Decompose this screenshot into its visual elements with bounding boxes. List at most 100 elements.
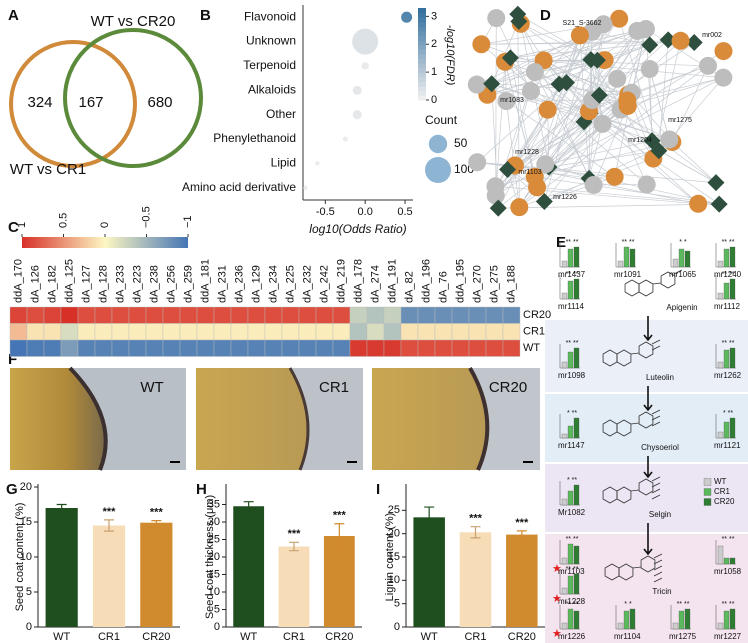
bar [413,517,445,627]
heatmap-cell [77,339,96,357]
significance: * ** [567,477,577,484]
mini-bar [617,622,624,630]
heatmap-cell [434,323,453,341]
network-node [487,9,506,28]
mini-bar [717,622,724,630]
bubble [361,62,369,70]
molecule [602,476,661,504]
y-tick-label: 20 [20,481,32,493]
legend-label: CR1 [714,487,731,496]
ring [660,271,676,289]
heatmap-cell [281,323,300,341]
network-node [641,36,659,54]
molecule [604,553,663,583]
bond [630,352,640,355]
mini-bar [617,260,624,268]
network-node [605,167,624,186]
y-tick-label: 0 [26,621,32,633]
node-label: mr1103 [518,169,541,176]
column-label: dA_275 [488,265,500,303]
compound-label: Apigenin [666,303,697,312]
network-node [618,96,637,115]
mini-bar [723,282,730,300]
photo [196,367,363,471]
network-node [610,9,629,28]
column-label: dA_76 [437,271,449,303]
heatmap-cell [9,339,28,357]
mini-bar [561,498,568,506]
bond [653,577,663,583]
network-edge [593,105,629,186]
colorbar-cell [418,17,426,23]
error-bar [151,520,162,526]
heatmap-cell [94,306,113,324]
photo-label: WT [140,379,163,396]
y-axis-label: Lignin content (%) [384,513,396,602]
heatmap-cell [417,339,436,357]
network-edge [476,82,567,163]
heatmap-cell [366,306,385,324]
column-label: dA_188 [505,265,517,303]
node-label: mr1083 [500,97,524,104]
y-tick-label: 15 [208,568,220,580]
heatmap-cell [349,339,368,357]
mini-bar [684,608,691,630]
column-label: dA_242 [318,265,330,303]
network-node [497,92,516,111]
column-label: dA_274 [369,265,381,303]
heatmap-cell [417,323,436,341]
column-label: ddA_178 [352,259,364,303]
mini-bar [717,545,724,565]
colorbar-cell [418,8,426,14]
mini-bar [561,622,568,630]
significance: *** [103,506,117,518]
heatmap-cell [434,306,453,324]
heatmap-cell [366,323,385,341]
heatmap-cell [60,306,79,324]
network-edge [543,60,628,101]
gene-label: mr1098 [558,371,586,380]
significance: ** ** [566,340,579,347]
error-bar [334,523,345,549]
node-label: mr1275 [668,117,692,124]
node-label: mr1204 [628,137,652,144]
colorbar-cell [418,63,426,69]
bond [673,269,683,275]
network-edge [628,65,709,95]
gene-label: mr1227 [714,632,742,641]
mini-bar [729,417,736,439]
column-label: dA_126 [29,265,41,303]
colorbar-cell [418,12,426,18]
network-node [628,21,647,40]
network-edge [548,77,724,168]
panel-label: F [8,351,17,368]
node-label: mr1228 [515,149,539,156]
bond [630,489,640,492]
heatmap-cell [43,306,62,324]
bond [651,415,661,421]
heatmap-cell [315,339,334,357]
x-tick-label: WT [53,631,70,643]
y-tick-label: 30 [208,516,220,528]
colorbar-cell [418,54,426,60]
network-edge [491,30,638,85]
heatmap-cell [315,323,334,341]
heatmap-cell [196,339,215,357]
mini-bar [561,557,568,565]
mini-bar [729,246,736,268]
network-node [570,26,589,45]
heatmap-cell [230,323,249,341]
panel-label: C [8,219,19,236]
mini-bar [723,610,730,630]
network-node [486,186,505,205]
bar [140,522,173,627]
mini-bar [623,246,630,268]
column-label: dA_234 [267,265,279,303]
bar [506,534,538,627]
network-edge [548,150,659,168]
mini-bar [567,280,574,300]
network-edge [602,123,720,205]
heatmap-cell [485,339,504,357]
y-tick-label: 35 [208,498,220,510]
network-edge [514,92,632,166]
